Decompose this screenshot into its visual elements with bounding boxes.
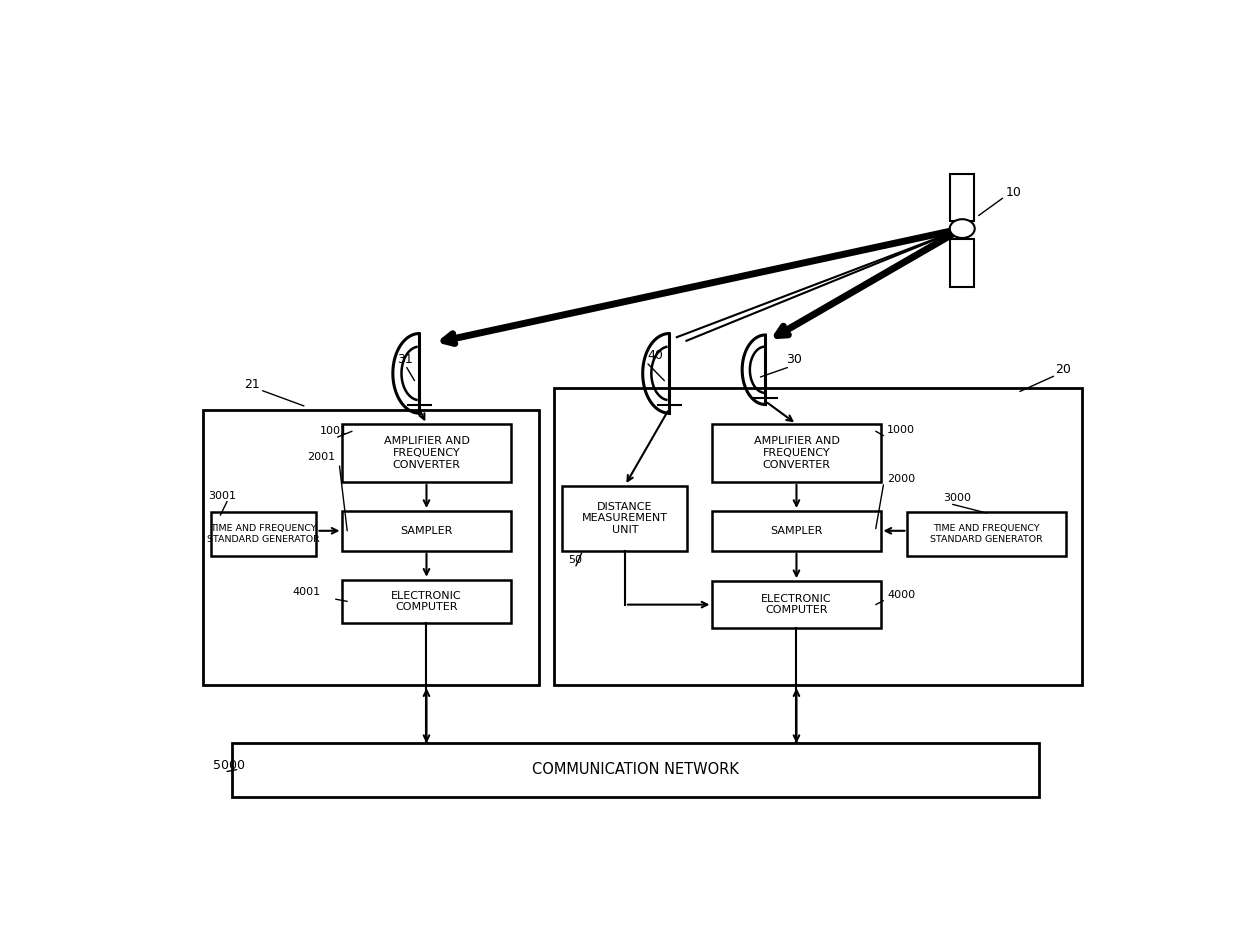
Text: 10: 10 [1006, 186, 1022, 199]
Text: 50: 50 [568, 555, 583, 565]
Text: 5000: 5000 [213, 760, 244, 773]
Text: DISTANCE
MEASUREMENT
UNIT: DISTANCE MEASUREMENT UNIT [582, 502, 668, 535]
Bar [950, 174, 975, 222]
Text: AMPLIFIER AND
FREQUENCY
CONVERTER: AMPLIFIER AND FREQUENCY CONVERTER [383, 436, 470, 470]
Bar [908, 511, 1066, 556]
Bar [342, 424, 511, 482]
Text: TIME AND FREQUENCY
STANDARD GENERATOR: TIME AND FREQUENCY STANDARD GENERATOR [930, 525, 1043, 543]
Text: 1000: 1000 [888, 425, 915, 434]
Text: 2000: 2000 [888, 474, 915, 484]
Bar [342, 580, 511, 623]
Text: 4000: 4000 [888, 589, 915, 600]
Text: 3000: 3000 [942, 494, 971, 504]
Text: 21: 21 [244, 378, 260, 391]
Text: SAMPLER: SAMPLER [770, 525, 822, 536]
Circle shape [950, 219, 975, 238]
Text: COMMUNICATION NETWORK: COMMUNICATION NETWORK [532, 762, 739, 777]
Bar [950, 240, 975, 287]
Text: ELECTRONIC
COMPUTER: ELECTRONIC COMPUTER [761, 594, 832, 616]
Text: 3001: 3001 [208, 491, 236, 501]
Bar [211, 511, 316, 556]
Text: SAMPLER: SAMPLER [401, 525, 453, 536]
Text: AMPLIFIER AND
FREQUENCY
CONVERTER: AMPLIFIER AND FREQUENCY CONVERTER [754, 436, 839, 470]
Text: TIME AND FREQUENCY
STANDARD GENERATOR: TIME AND FREQUENCY STANDARD GENERATOR [207, 525, 320, 543]
Text: 20: 20 [1055, 364, 1071, 376]
Text: 40: 40 [647, 349, 663, 362]
Text: 31: 31 [397, 352, 413, 366]
Text: ELECTRONIC
COMPUTER: ELECTRONIC COMPUTER [391, 590, 461, 612]
Text: 4001: 4001 [293, 587, 321, 597]
Bar [554, 388, 1083, 684]
Bar [712, 581, 880, 628]
Bar [342, 511, 511, 551]
Bar [203, 410, 539, 684]
Bar [232, 743, 1039, 797]
Bar [563, 486, 687, 551]
Bar [712, 511, 880, 551]
Text: 2001: 2001 [306, 452, 335, 462]
Text: 30: 30 [786, 352, 802, 366]
Bar [712, 424, 880, 482]
Text: 1001: 1001 [320, 426, 348, 436]
